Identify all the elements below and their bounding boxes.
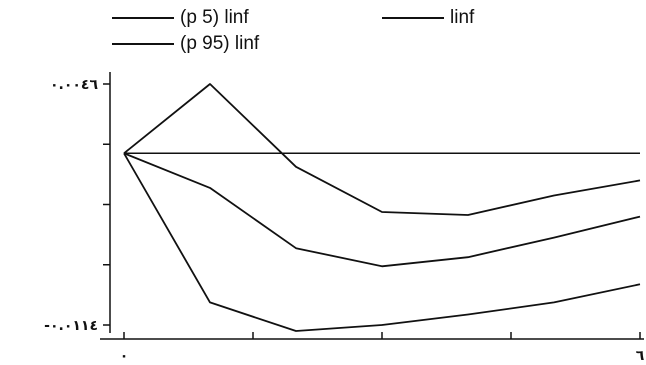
legend-entry-p95: (p 95) linf (112, 33, 259, 55)
axes: ٠.٠٠٤٦ -٠.٠١١٤ ٠ ٦ (44, 72, 645, 364)
legend-entry-linf: linf (382, 7, 474, 29)
series-line-p95 (123, 83, 641, 216)
x-tick-label: ٦ (636, 348, 645, 364)
series-line-linf (123, 152, 641, 268)
legend-label: linf (450, 7, 475, 28)
legend-line-swatch (112, 17, 174, 19)
series-lines (123, 83, 641, 332)
legend-line-swatch (112, 43, 174, 45)
x-tick-label: ٠ (120, 348, 129, 364)
legend-label: (p 95) linf (180, 33, 260, 54)
legend-line-swatch (382, 17, 444, 19)
y-tick-label: ٠.٠٠٤٦ (50, 77, 98, 93)
legend-entry-p5: (p 5) linf (112, 7, 249, 29)
legend-label: (p 5) linf (180, 7, 249, 28)
series-line-p5 (123, 152, 641, 332)
y-tick-label: -٠.٠١١٤ (44, 318, 98, 334)
